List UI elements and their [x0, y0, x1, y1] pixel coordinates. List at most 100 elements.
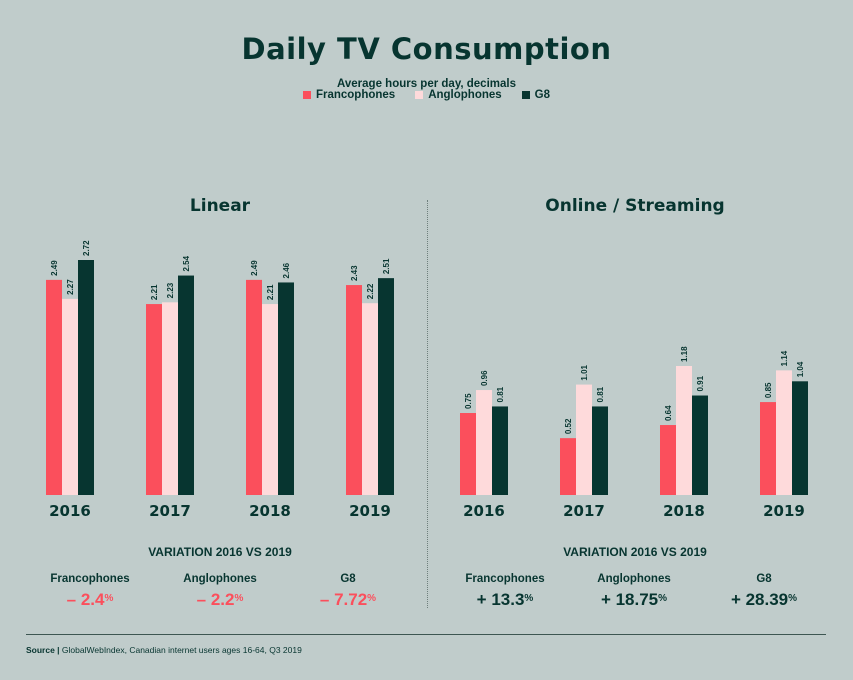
data-label: 1.14 — [780, 350, 789, 366]
bar-francophones-2017 — [146, 304, 162, 495]
percent-unit: % — [658, 593, 668, 604]
data-label: 2.27 — [66, 279, 75, 295]
bar-g8-2018 — [692, 395, 708, 495]
percent-unit: % — [104, 593, 114, 604]
data-label: 0.52 — [564, 418, 573, 434]
data-label: 0.85 — [764, 382, 773, 398]
variation-value: – 2.4% — [25, 590, 155, 610]
legend-swatch-francophones — [302, 91, 311, 99]
data-label: 2.72 — [82, 240, 91, 256]
bar-g8-2017 — [178, 275, 194, 495]
variation-label: G8 — [756, 573, 772, 585]
percent-unit: % — [524, 593, 534, 604]
category-label: 2018 — [249, 502, 291, 520]
bar-francophones-2016 — [460, 413, 476, 495]
source-prefix: Source | — [26, 645, 60, 655]
legend-swatch-anglophones — [415, 91, 424, 99]
data-label: 2.23 — [166, 282, 175, 298]
variation-title-online: VARIATION 2016 VS 2019 — [563, 545, 707, 559]
bar-g8-2016 — [78, 260, 94, 495]
bar-anglophones-2016 — [62, 298, 78, 495]
data-label: 0.81 — [596, 386, 605, 402]
data-label: 0.96 — [480, 370, 489, 386]
bar-g8-2016 — [492, 406, 508, 495]
data-label: 2.21 — [266, 284, 275, 300]
category-label: 2019 — [763, 502, 805, 520]
bar-g8-2019 — [378, 278, 394, 495]
variation-number: + 18.75 — [600, 590, 659, 609]
percent-unit: % — [788, 593, 798, 604]
variation-title-linear: VARIATION 2016 VS 2019 — [148, 545, 292, 559]
bar-anglophones-2017 — [576, 384, 592, 495]
chart-subtitle: Average hours per day, decimals — [337, 78, 516, 90]
variation-number: – 7.72 — [319, 590, 368, 609]
variation-label: Anglophones — [183, 573, 257, 585]
percent-unit: % — [234, 593, 244, 604]
bar-g8-2017 — [592, 406, 608, 495]
source-note: Source | GlobalWebIndex, Canadian intern… — [26, 645, 302, 655]
footer-divider — [26, 634, 826, 635]
data-label: 0.75 — [464, 393, 473, 409]
variation-label: Francophones — [50, 573, 130, 585]
data-label: 0.91 — [696, 375, 705, 391]
category-label: 2019 — [349, 502, 391, 520]
bar-francophones-2018 — [660, 425, 676, 495]
chart-1: 0.75 0.96 0.81 2016 0.52 1.01 0.81 2017 0.64 1.18… — [460, 346, 808, 520]
bar-anglophones-2017 — [162, 302, 178, 495]
variation-label: G8 — [340, 573, 356, 585]
variation-label: Anglophones — [597, 573, 671, 585]
category-label: 2017 — [149, 502, 191, 520]
data-label: 0.81 — [496, 386, 505, 402]
legend-label: Anglophones — [428, 89, 502, 101]
variation-value: + 28.39% — [699, 590, 829, 610]
variation-value: – 7.72% — [283, 590, 413, 610]
bar-charts: 2.49 2.27 2.72 2016 2.21 2.23 2.54 2017 2.49 2.21… — [46, 240, 808, 520]
data-label: 2.22 — [366, 283, 375, 299]
data-label: 2.21 — [150, 284, 159, 300]
category-label: 2016 — [463, 502, 505, 520]
variation-number: – 2.2 — [196, 590, 235, 609]
variation-value: + 13.3% — [440, 590, 570, 610]
bar-anglophones-2018 — [262, 304, 278, 495]
data-label: 2.43 — [350, 265, 359, 281]
bar-francophones-2016 — [46, 279, 62, 495]
data-label: 0.64 — [664, 405, 673, 421]
bar-francophones-2018 — [246, 279, 262, 495]
panel-title-online: Online / Streaming — [545, 196, 725, 216]
data-label: 1.04 — [796, 361, 805, 377]
panel-title-linear: Linear — [189, 196, 251, 216]
legend-item-g8: G8 — [521, 89, 551, 101]
bar-anglophones-2016 — [476, 390, 492, 495]
bar-g8-2018 — [278, 282, 294, 495]
data-label: 1.01 — [580, 364, 589, 380]
category-label: 2017 — [563, 502, 605, 520]
variation-label: Francophones — [465, 573, 545, 585]
legend-item-francophones: Francophones — [302, 89, 396, 101]
legend-label: Francophones — [315, 89, 396, 101]
bar-g8-2019 — [792, 381, 808, 495]
bar-anglophones-2019 — [776, 370, 792, 495]
bar-francophones-2017 — [560, 438, 576, 495]
data-label: 2.49 — [250, 260, 259, 276]
source-text: GlobalWebIndex, Canadian internet users … — [59, 645, 302, 655]
legend-label: G8 — [534, 89, 551, 101]
chart-title: Daily TV Consumption — [241, 32, 612, 66]
bar-anglophones-2019 — [362, 303, 378, 495]
data-label: 2.54 — [182, 255, 191, 271]
variation-number: + 13.3 — [476, 590, 525, 609]
chart-0: 2.49 2.27 2.72 2016 2.21 2.23 2.54 2017 2.49 2.21… — [46, 240, 394, 520]
percent-unit: % — [367, 593, 377, 604]
data-label: 2.46 — [282, 262, 291, 278]
category-label: 2018 — [663, 502, 705, 520]
variation-number: + 28.39 — [730, 590, 789, 609]
category-label: 2016 — [49, 502, 91, 520]
legend-item-anglophones: Anglophones — [415, 89, 502, 101]
variation-value: + 18.75% — [569, 590, 699, 610]
bar-francophones-2019 — [760, 402, 776, 495]
bar-francophones-2019 — [346, 285, 362, 495]
bar-anglophones-2018 — [676, 366, 692, 495]
panel-divider — [427, 200, 428, 608]
data-label: 2.49 — [50, 260, 59, 276]
variation-number: – 2.4 — [66, 590, 105, 609]
data-label: 2.51 — [382, 258, 391, 274]
